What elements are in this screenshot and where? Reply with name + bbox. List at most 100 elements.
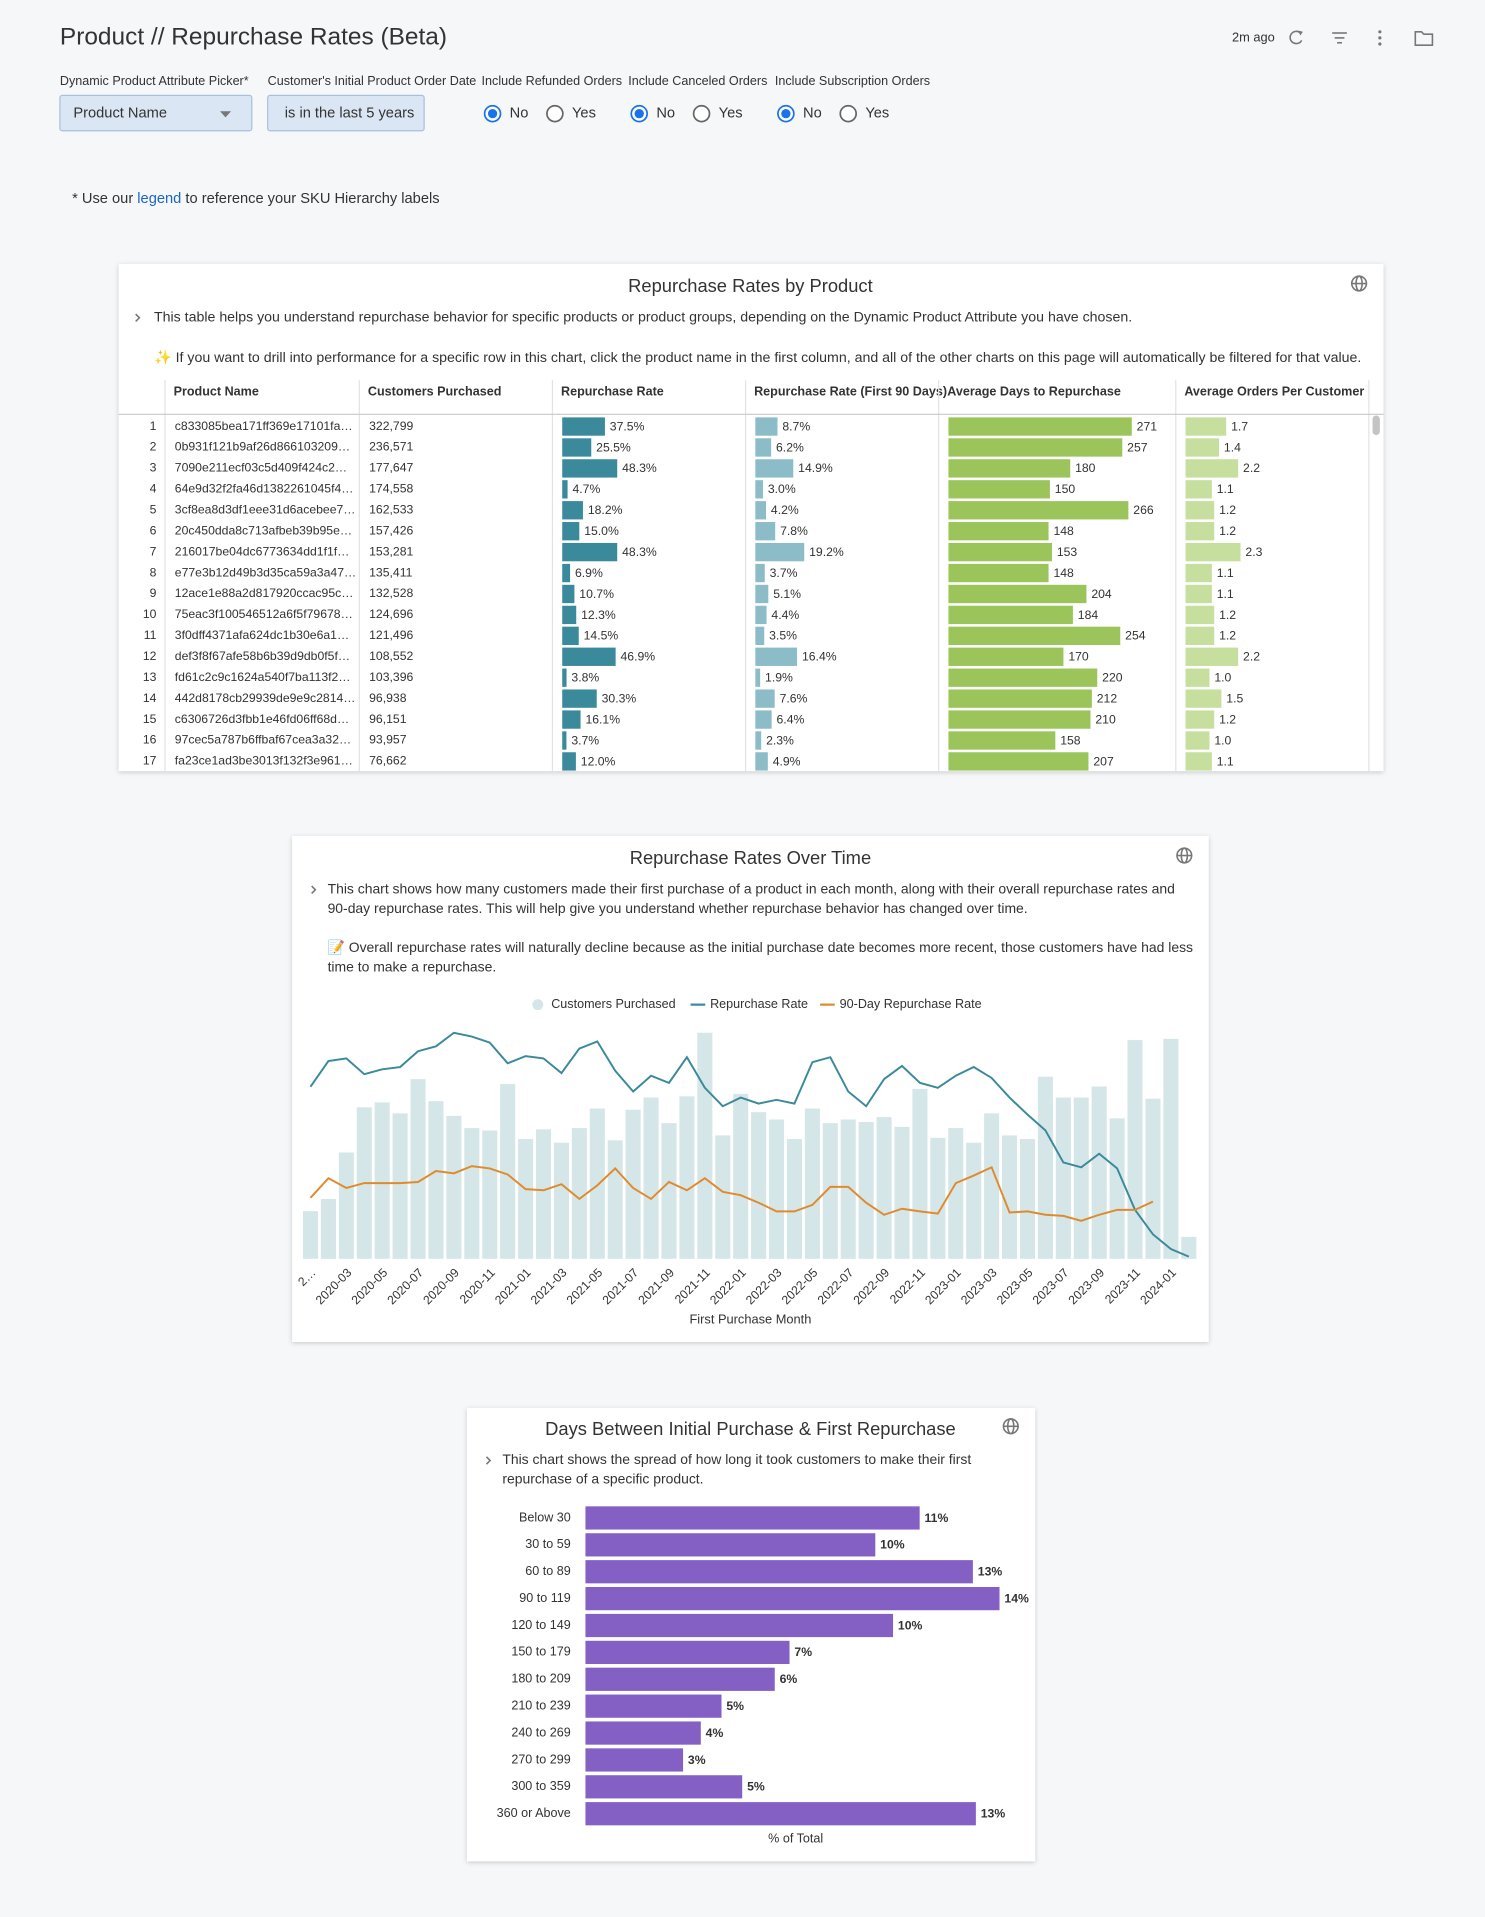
- value-label: 5%: [726, 1699, 744, 1713]
- dropdown-arrow: [220, 111, 232, 118]
- product-name[interactable]: 216017be04dc6773634dd1f1f…: [175, 544, 350, 558]
- bar: [1055, 1097, 1071, 1259]
- product-name[interactable]: def3f8f67afe58b6b39d9db0f5f…: [175, 649, 350, 663]
- table-bar: [948, 710, 1091, 729]
- radio-label[interactable]: No: [803, 106, 822, 122]
- dropdown-value[interactable]: Product Name: [73, 106, 167, 122]
- bar: [571, 1128, 587, 1259]
- radio-label[interactable]: Yes: [865, 106, 889, 122]
- radio[interactable]: [546, 104, 564, 123]
- cell-value: 4.9%: [773, 754, 801, 768]
- chart-title: Days Between Initial Purchase & First Re…: [545, 1418, 956, 1439]
- cell-value: 184: [1078, 608, 1099, 622]
- radio[interactable]: [839, 104, 858, 123]
- bar: [1073, 1097, 1089, 1259]
- folder-icon[interactable]: [1414, 30, 1434, 47]
- expand-chevron[interactable]: [311, 885, 317, 894]
- legend-link[interactable]: legend: [137, 191, 181, 207]
- product-name[interactable]: 0b931f121b9af26d866103209…: [175, 440, 350, 454]
- cell-value: 10.7%: [579, 587, 614, 601]
- row-number: 5: [150, 502, 157, 516]
- cell-text: 236,571: [369, 440, 413, 454]
- product-name[interactable]: c6306726d3fbb1e46fd06ff68d…: [175, 712, 349, 726]
- cell-value: 254: [1125, 629, 1146, 643]
- product-name[interactable]: fd61c2c9c1624a540f7ba113f2…: [175, 670, 351, 684]
- cell-value: 1.0: [1214, 671, 1231, 685]
- product-name[interactable]: 20c450dda8c713afbeb39b95e…: [175, 523, 352, 537]
- y-tick-label: 30 to 59: [525, 1537, 570, 1551]
- legend-label[interactable]: Customers Purchased: [551, 997, 675, 1011]
- cell-value: 1.1: [1217, 482, 1234, 496]
- column-header[interactable]: Product Name: [174, 385, 259, 399]
- table-bar: [755, 668, 761, 687]
- data-table: Product Name Customers Purchased Repurchas…: [118, 380, 1384, 772]
- radio-label[interactable]: No: [656, 106, 675, 122]
- cell-value: 3.8%: [571, 671, 599, 685]
- dropdown[interactable]: [59, 94, 253, 132]
- column-header[interactable]: Average Orders Per Customer: [1184, 385, 1364, 399]
- bar: [876, 1117, 892, 1259]
- cell-value: 150: [1055, 482, 1076, 496]
- bar: [585, 1533, 876, 1557]
- filter-label: Include Refunded Orders: [482, 74, 623, 88]
- radio[interactable]: [692, 104, 711, 123]
- table-bar: [562, 417, 605, 436]
- note: * Use our legend to reference your SKU H…: [72, 191, 439, 207]
- cell-value: 3.5%: [769, 629, 797, 643]
- table-bar: [948, 459, 1071, 478]
- product-name[interactable]: 97cec5a787b6ffbaf67cea3a32…: [175, 733, 351, 747]
- product-name[interactable]: 7090e211ecf03c5d409f424c2…: [175, 461, 347, 475]
- cell-text: 157,426: [369, 523, 413, 537]
- bar: [984, 1113, 1000, 1259]
- product-name[interactable]: 3f0dff4371afa624dc1b30e6a1…: [175, 628, 349, 642]
- bar: [1109, 1118, 1125, 1259]
- table-bar: [755, 710, 772, 729]
- bar: [643, 1097, 659, 1259]
- legend-label[interactable]: Repurchase Rate: [710, 997, 808, 1011]
- bar: [822, 1123, 838, 1259]
- column-header[interactable]: Average Days to Repurchase: [947, 385, 1121, 399]
- table-bar: [1185, 731, 1210, 750]
- product-name[interactable]: c833085bea171ff369e17101fa…: [175, 419, 353, 433]
- table-bar: [755, 563, 765, 583]
- globe-icon[interactable]: [1176, 847, 1193, 864]
- product-name[interactable]: e77e3b12d49b3d35ca59a3a47…: [175, 565, 356, 579]
- table-bar: [562, 689, 597, 708]
- cell-value: 1.1: [1217, 754, 1234, 768]
- expand-chevron[interactable]: [485, 1456, 492, 1465]
- column-header[interactable]: Repurchase Rate (First 90 Days): [754, 385, 947, 399]
- table-bar: [948, 584, 1087, 604]
- menu-icon[interactable]: [1378, 30, 1382, 46]
- table-bar: [562, 752, 576, 771]
- column-header[interactable]: Customers Purchased: [368, 385, 502, 399]
- globe-icon[interactable]: [1002, 1418, 1019, 1435]
- radio-label[interactable]: Yes: [572, 106, 596, 122]
- cell-value: 3.7%: [571, 733, 599, 747]
- row-number: 17: [143, 754, 157, 768]
- column-header[interactable]: Repurchase Rate: [561, 385, 664, 399]
- dropdown-value[interactable]: is in the last 5 years: [285, 106, 415, 122]
- product-name[interactable]: 442d8178cb29939de9e9c2814…: [175, 691, 356, 705]
- cell-value: 18.2%: [588, 503, 623, 517]
- product-name[interactable]: fa23ce1ad3be3013f132f3e961…: [175, 754, 353, 768]
- filter-icon[interactable]: [1332, 32, 1347, 44]
- product-name[interactable]: 12ace1e88a2d817920ccac95c…: [175, 586, 354, 600]
- expand-chevron[interactable]: [135, 313, 141, 322]
- radio-label[interactable]: Yes: [719, 106, 743, 122]
- product-name[interactable]: 75eac3f100546512a6f5f79678…: [175, 607, 353, 621]
- y-tick-label: Below 30: [519, 1510, 571, 1524]
- globe-icon[interactable]: [1350, 275, 1368, 292]
- product-name[interactable]: 64e9d32f2fa46d1382261045f4…: [175, 482, 354, 496]
- bar: [1019, 1139, 1036, 1259]
- dropdown[interactable]: [267, 94, 425, 132]
- product-name[interactable]: 3cf8ea8d3df1eee31d6acebee7…: [175, 502, 356, 516]
- table-bar: [948, 501, 1129, 520]
- table-bar: [1185, 542, 1241, 562]
- radio-label[interactable]: No: [510, 106, 529, 122]
- table-bar: [755, 542, 805, 562]
- table-bar: [755, 584, 769, 604]
- refresh-icon[interactable]: [1289, 30, 1303, 45]
- value-label: 5%: [747, 1780, 765, 1794]
- legend-label[interactable]: 90-Day Repurchase Rate: [840, 997, 982, 1011]
